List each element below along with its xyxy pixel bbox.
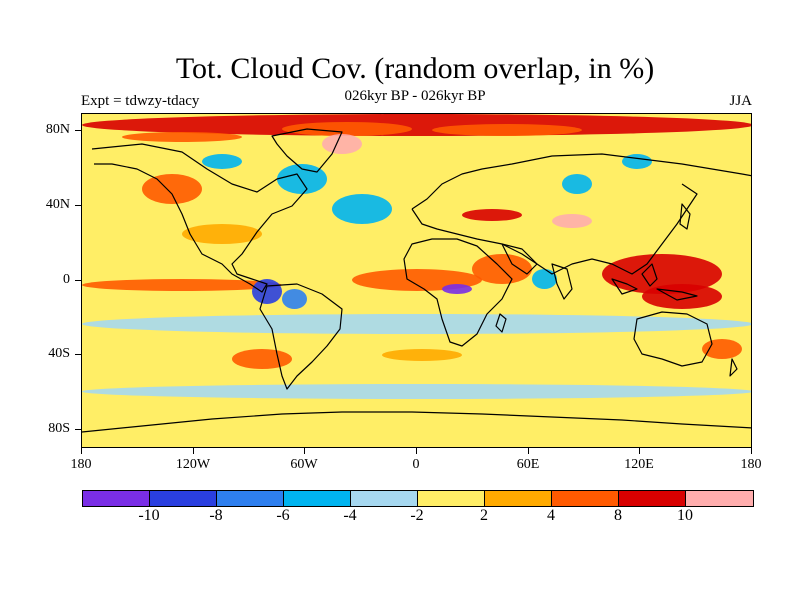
anomaly-patch (282, 289, 307, 309)
colorbar-label: -8 (209, 507, 223, 524)
anomaly-patch (82, 279, 282, 291)
colorbar-label: -2 (410, 507, 424, 524)
colorbar-box (217, 491, 284, 506)
y-tick (75, 354, 81, 355)
colorbar (82, 490, 754, 507)
map-title: Tot. Cloud Cov. (random overlap, in %) (175, 52, 655, 85)
y-label-0: 0 (63, 272, 70, 287)
anomaly-patch (82, 114, 751, 136)
colorbar-box (284, 491, 351, 506)
x-tick (751, 448, 752, 454)
x-label-180e: 180 (740, 457, 762, 472)
anomaly-patch (142, 174, 202, 204)
anomaly-patch (602, 254, 722, 294)
anomaly-patch (642, 284, 722, 309)
x-label-0: 0 (412, 457, 420, 472)
season-label: JJA (729, 93, 752, 109)
colorbar-box (418, 491, 485, 506)
anomaly-patch (122, 132, 242, 142)
anomaly-patch (82, 314, 751, 334)
colorbar-label: -10 (138, 507, 160, 524)
anomaly-patch (432, 124, 582, 136)
x-tick (528, 448, 529, 454)
anomaly-patch (552, 214, 592, 228)
anomaly-patch (322, 134, 362, 154)
colorbar-box (485, 491, 552, 506)
x-label-120w: 120W (175, 457, 211, 472)
y-tick (75, 130, 81, 131)
x-tick (193, 448, 194, 454)
colorbar-box (552, 491, 619, 506)
anomaly-patch (232, 349, 292, 369)
x-label-60e: 60E (516, 457, 540, 472)
anomaly-patch (622, 154, 652, 169)
cloud-cover-map (82, 114, 751, 447)
map-subtitle: 026kyr BP - 026kyr BP (344, 88, 486, 104)
colorbar-box (351, 491, 418, 506)
colorbar-label: 10 (677, 507, 693, 524)
anomaly-patch (182, 224, 262, 244)
colorbar-label: 8 (614, 507, 622, 524)
anomaly-patch (702, 339, 742, 359)
colorbar-label: 4 (547, 507, 555, 524)
anomaly-patch (562, 174, 592, 194)
colorbar-box (686, 491, 753, 506)
y-label-40n: 40N (45, 197, 70, 212)
anomaly-patch (252, 279, 282, 304)
anomaly-patch (82, 384, 751, 399)
x-tick (304, 448, 305, 454)
x-tick (639, 448, 640, 454)
y-tick (75, 280, 81, 281)
anomaly-patches (82, 114, 751, 399)
x-label-60w: 60W (290, 457, 318, 472)
y-label-80n: 80N (45, 122, 70, 137)
anomaly-patch (332, 194, 392, 224)
x-label-120e: 120E (624, 457, 654, 472)
y-label-80s: 80S (48, 421, 70, 436)
anomaly-patch (282, 122, 412, 136)
map-panel (81, 113, 752, 448)
y-tick (75, 205, 81, 206)
colorbar-label: -6 (276, 507, 290, 524)
x-tick (81, 448, 82, 454)
anomaly-patch (202, 154, 242, 169)
coastlines (82, 128, 751, 433)
colorbar-box (619, 491, 686, 506)
colorbar-label: -4 (343, 507, 357, 524)
colorbar-label: 2 (480, 507, 488, 524)
x-label-180w: 180 (70, 457, 92, 472)
y-label-40s: 40S (48, 346, 70, 361)
x-tick (416, 448, 417, 454)
anomaly-patch (532, 269, 557, 289)
colorbar-box (150, 491, 217, 506)
colorbar-box (83, 491, 150, 506)
y-tick (75, 429, 81, 430)
experiment-label: Expt = tdwzy-tdacy (81, 93, 200, 109)
anomaly-patch (382, 349, 462, 361)
anomaly-patch (442, 284, 472, 294)
anomaly-patch (462, 209, 522, 221)
